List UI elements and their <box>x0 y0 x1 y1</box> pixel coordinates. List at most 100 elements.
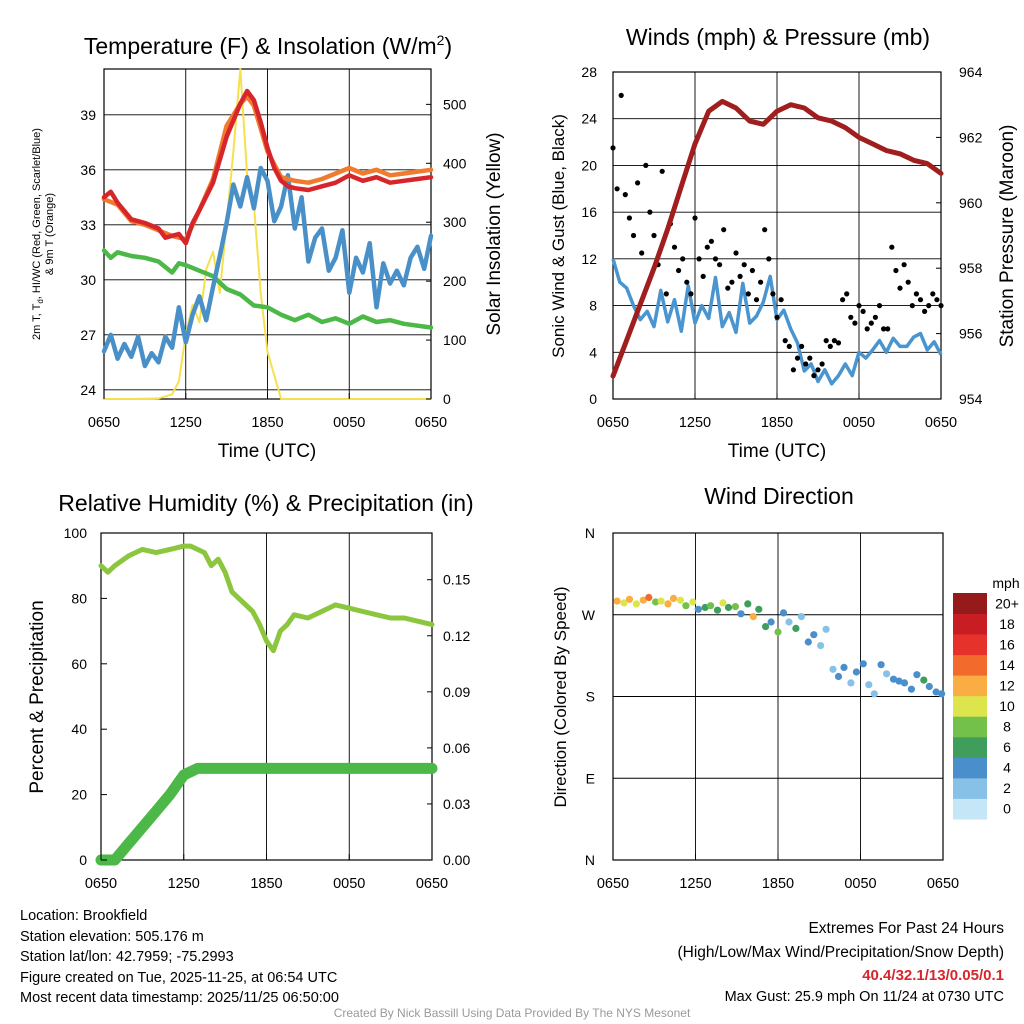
gust-point <box>688 291 694 297</box>
gust-point <box>901 262 907 268</box>
y-tick-label: 36 <box>80 162 96 178</box>
station-latlon: Station lat/lon: 42.7959; -75.2993 <box>20 949 234 965</box>
y-tick-label: N <box>585 525 595 541</box>
colorbar-swatch <box>953 613 987 635</box>
direction-point <box>840 663 848 672</box>
gust-point <box>782 338 788 344</box>
gust-point <box>913 291 920 297</box>
gust-point <box>794 355 801 361</box>
direction-point <box>870 690 878 698</box>
direction-point <box>724 603 733 612</box>
dir-points <box>613 593 946 698</box>
extremes-title: Extremes For Past 24 Hours <box>808 920 1004 937</box>
gust-point <box>790 367 797 373</box>
station-elevation: Station elevation: 505.176 m <box>20 928 204 945</box>
direction-panel: Wind Direction 0650 1250 1850 0050 0650NESWN… <box>551 483 1020 892</box>
direction-point <box>701 603 709 612</box>
direction-point <box>810 631 818 639</box>
direction-point <box>694 605 702 613</box>
colorbar-swatch <box>953 695 987 717</box>
gust-point <box>897 285 903 291</box>
direction-point <box>834 672 843 681</box>
colorbar-label: 6 <box>1003 739 1011 755</box>
direction-point <box>657 597 665 605</box>
direction-point <box>664 600 672 608</box>
gust-point <box>819 361 825 367</box>
direction-point <box>883 670 891 678</box>
direction-point <box>889 675 898 683</box>
gust-point <box>610 145 616 151</box>
gust-point <box>618 92 624 98</box>
temp-ylabel-line1: 2m T, Td, HI/WC (Red, Green, Scarlet/Blu… <box>31 128 45 340</box>
extremes-subtitle: (High/Low/Max Wind/Precipitation/Snow De… <box>677 944 1005 961</box>
gust-point <box>893 267 899 274</box>
temp-ylabel-line2: & 9m T (Orange) <box>44 193 56 275</box>
gust-point <box>909 303 915 309</box>
x-tick-label: 0050 <box>333 876 365 892</box>
colorbar-label: 16 <box>999 636 1015 652</box>
direction-point <box>620 599 628 607</box>
station-info: Location: Brookfield Station elevation: … <box>20 906 339 1009</box>
gust-point <box>614 186 620 192</box>
direction-point <box>920 676 928 684</box>
colorbar-swatch <box>953 777 987 799</box>
direction-point <box>744 600 752 608</box>
gust-point <box>758 279 764 285</box>
gust-point <box>684 279 690 285</box>
gust-point <box>778 297 784 303</box>
temperature-panel: Temperature (F) & Insolation (W/m2) 0650… <box>31 32 505 462</box>
y-tick-label: 8 <box>589 298 597 314</box>
y-tick-label: N <box>585 852 595 868</box>
y-tick-label: 24 <box>80 382 96 398</box>
colorbar-swatch <box>953 675 987 697</box>
gust-point <box>815 367 821 373</box>
gust-point <box>622 192 628 198</box>
gust-point <box>639 250 645 256</box>
gust-point <box>889 244 895 250</box>
gust-point <box>753 297 760 303</box>
wind-ylabel: Sonic Wind & Gust (Blue, Black) <box>549 114 568 358</box>
series-precipitation <box>95 762 438 866</box>
colorbar-swatch <box>953 593 987 614</box>
gust-point <box>766 256 772 262</box>
gust-point <box>823 338 829 344</box>
temp-ticks: 0650 1250 1850 0050 0650 24 27 30 33 36 39 0 100 200 3… <box>80 96 466 431</box>
temp-xlabel: Time (UTC) <box>218 441 317 462</box>
direction-point <box>829 665 837 673</box>
direction-point <box>737 610 745 618</box>
direction-point <box>652 598 660 606</box>
y2-tick-label: 954 <box>959 391 983 407</box>
gust-point <box>659 168 665 174</box>
direction-point <box>900 679 909 687</box>
colorbar-label: 8 <box>1003 719 1011 735</box>
y-tick-label: 60 <box>71 656 87 672</box>
colorbar-swatch <box>953 634 987 656</box>
x-tick-label: 1250 <box>170 415 202 431</box>
direction-point <box>913 671 921 679</box>
gust-point <box>676 267 682 274</box>
rh-grid <box>183 533 350 860</box>
gust-point <box>803 361 809 367</box>
y2-tick-label: 400 <box>443 155 467 171</box>
temp-y2label: Solar Insolation (Yellow) <box>484 132 505 335</box>
gust-point <box>733 250 739 256</box>
direction-point <box>774 628 782 636</box>
y-tick-label: S <box>586 689 595 705</box>
y-tick-label: 20 <box>71 787 87 803</box>
colorbar-label: 14 <box>999 657 1015 673</box>
gust-point <box>770 291 776 297</box>
gust-point <box>852 320 858 326</box>
x-tick-label: 0650 <box>416 876 448 892</box>
y2-tick-label: 962 <box>959 129 983 145</box>
gust-point <box>786 343 792 349</box>
gust-point <box>922 308 928 314</box>
gust-point <box>643 162 649 168</box>
dir-ylabel: Direction (Colored By Speed) <box>551 586 570 807</box>
gust-point <box>708 238 715 244</box>
direction-point <box>707 602 715 610</box>
gust-point <box>729 279 735 285</box>
rh-ylabel: Percent & Precipitation <box>27 600 48 793</box>
gust-point <box>917 297 924 303</box>
gust-point <box>704 244 710 250</box>
